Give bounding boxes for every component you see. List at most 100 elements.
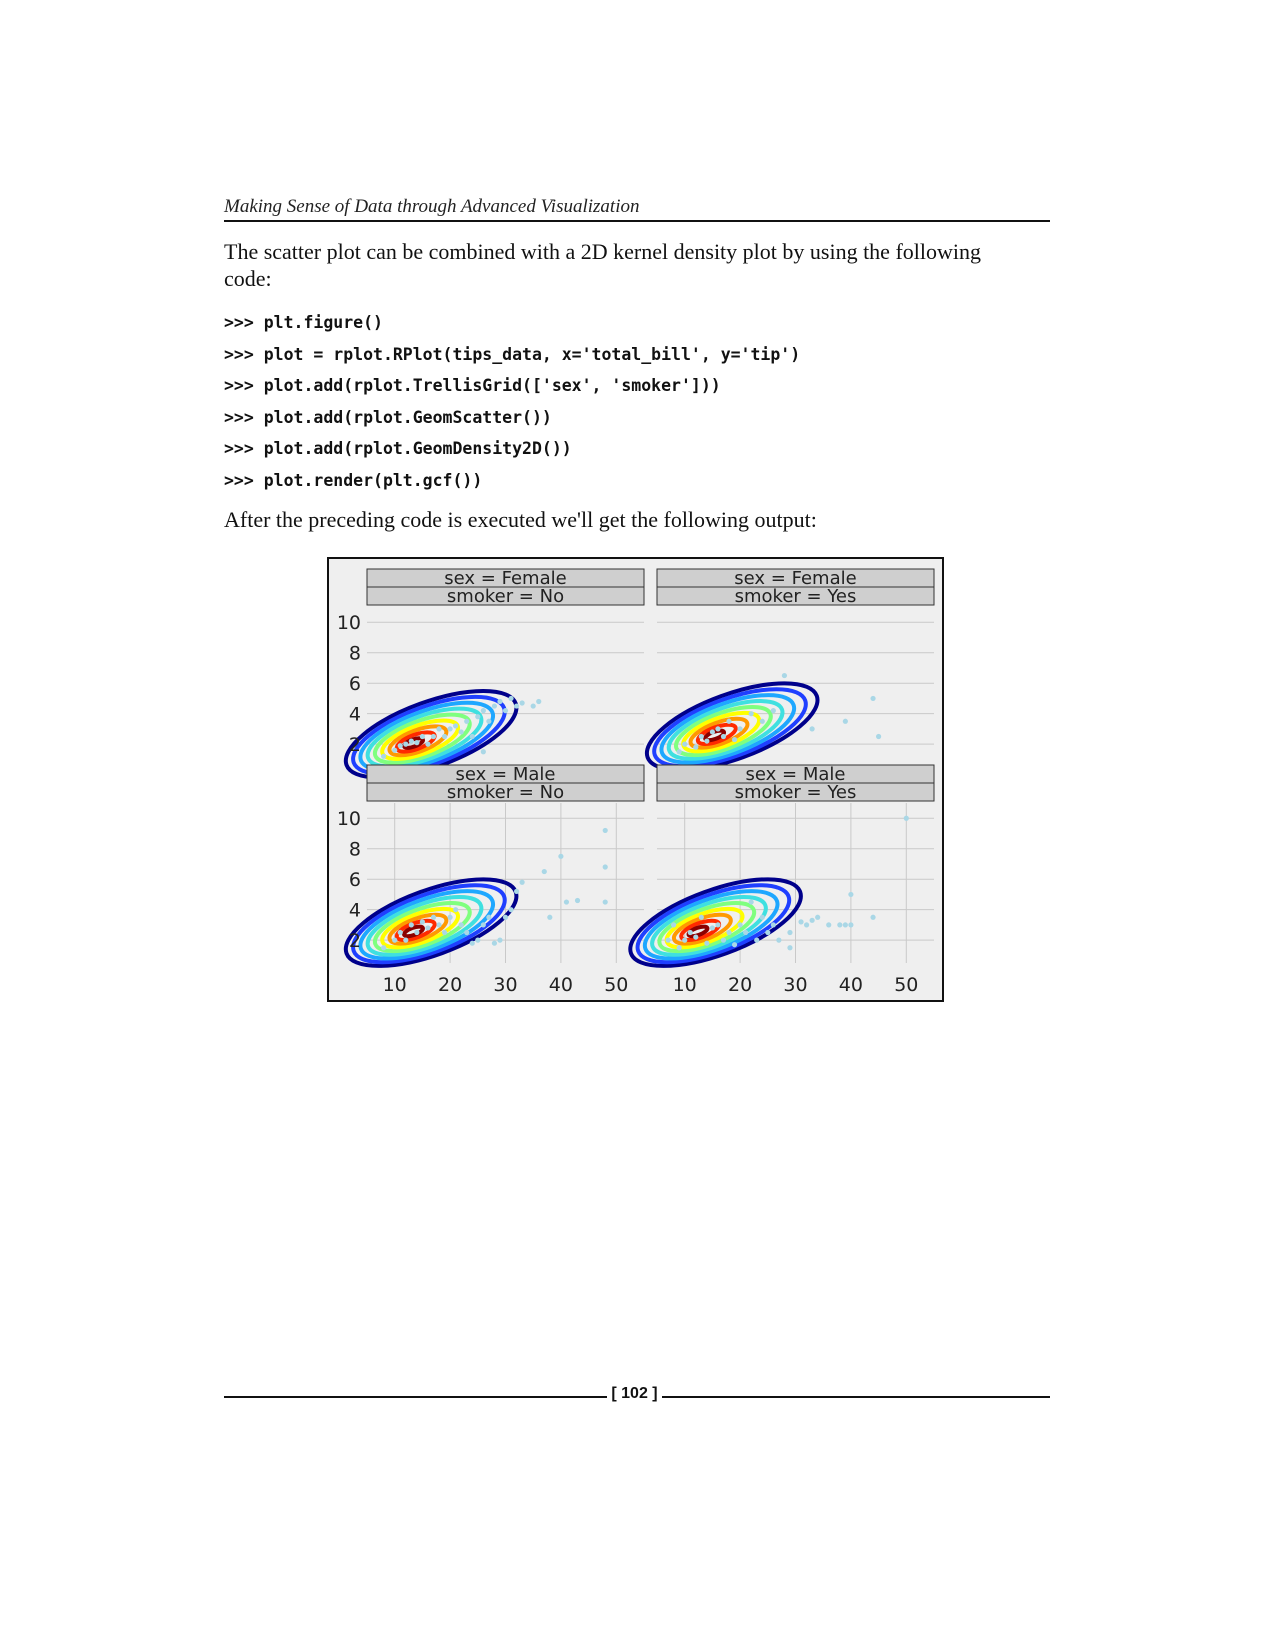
col-strip-label: smoker = Yes bbox=[735, 782, 857, 803]
col-strip bbox=[656, 586, 935, 606]
density-contour bbox=[686, 924, 710, 939]
scatter-point bbox=[513, 703, 520, 709]
x-tick-label: 40 bbox=[549, 974, 573, 996]
density-contour bbox=[671, 912, 733, 946]
scatter-point bbox=[436, 726, 442, 732]
scatter-point bbox=[486, 914, 492, 920]
scatter-point bbox=[425, 741, 431, 747]
scatter-point bbox=[508, 695, 514, 702]
scatter-point bbox=[787, 945, 793, 951]
scatter-point bbox=[430, 733, 437, 740]
scatter-point bbox=[519, 879, 525, 885]
density-contour bbox=[358, 889, 496, 961]
scatter-point bbox=[704, 738, 710, 744]
scatter-point bbox=[497, 937, 503, 943]
code-line: >>> plot.add(rplot.TrellisGrid(['sex', '… bbox=[224, 376, 721, 395]
scatter-point bbox=[602, 827, 608, 834]
scatter-point bbox=[430, 914, 437, 920]
scatter-point bbox=[759, 718, 765, 724]
scatter-point bbox=[798, 919, 804, 925]
x-tick-label: 20 bbox=[728, 974, 752, 996]
scatter-point bbox=[491, 703, 498, 709]
density-contour bbox=[674, 704, 773, 758]
scatter-point bbox=[408, 922, 414, 928]
scatter-point bbox=[720, 733, 727, 740]
scatter-point bbox=[458, 922, 464, 928]
scatter-point bbox=[530, 703, 536, 709]
scatter-point bbox=[419, 919, 425, 925]
scatter-point bbox=[870, 695, 876, 702]
intro-paragraph: The scatter plot can be combined with a … bbox=[224, 239, 981, 291]
scatter-point bbox=[698, 914, 704, 920]
scatter-point bbox=[502, 914, 509, 920]
x-tick-label: 20 bbox=[438, 974, 462, 996]
scatter-point bbox=[715, 922, 721, 928]
density-contour bbox=[365, 895, 484, 957]
scatter-point bbox=[602, 864, 608, 870]
scatter-point bbox=[547, 914, 553, 920]
density-contour bbox=[688, 716, 750, 750]
scatter-point bbox=[414, 740, 420, 746]
scatter-point bbox=[848, 922, 854, 928]
x-tick-label: 30 bbox=[783, 974, 807, 996]
density-contour bbox=[380, 906, 461, 950]
density-contour bbox=[372, 900, 472, 954]
panel-area bbox=[657, 607, 934, 767]
scatter-point bbox=[903, 815, 909, 821]
scatter-point bbox=[392, 747, 398, 753]
scatter-point bbox=[748, 711, 754, 717]
scatter-point bbox=[447, 726, 453, 732]
scatter-point bbox=[781, 672, 788, 679]
scatter-point bbox=[693, 934, 699, 940]
code-line: >>> plot = rplot.RPlot(tips_data, x='tot… bbox=[224, 344, 801, 364]
code-line: >>> plot.add(rplot.GeomScatter()) bbox=[224, 407, 552, 427]
scatter-point bbox=[475, 937, 481, 943]
x-tick-label: 30 bbox=[493, 974, 517, 996]
scatter-point bbox=[826, 922, 832, 928]
scatter-point bbox=[381, 945, 387, 951]
footer-rule bbox=[224, 1396, 607, 1398]
y-tick-label: 4 bbox=[349, 704, 361, 726]
scatter-point bbox=[770, 922, 776, 928]
code-line: >>> plt.figure() bbox=[224, 313, 383, 332]
row-strip-label: sex = Male bbox=[456, 764, 556, 785]
scatter-point bbox=[408, 738, 414, 744]
scatter-point bbox=[731, 736, 738, 743]
scatter-point bbox=[475, 714, 481, 720]
scatter-point bbox=[458, 729, 464, 735]
scatter-point bbox=[558, 853, 564, 859]
scatter-point bbox=[676, 945, 682, 951]
scatter-point bbox=[513, 888, 520, 894]
scatter-point bbox=[425, 925, 431, 931]
scatter-point bbox=[563, 899, 570, 905]
density-contour bbox=[695, 722, 738, 746]
density-contour bbox=[402, 924, 425, 939]
scatter-point bbox=[837, 922, 843, 928]
density-contour bbox=[351, 883, 507, 965]
scatter-point bbox=[574, 897, 581, 904]
x-tick-label: 50 bbox=[604, 974, 628, 996]
scatter-point bbox=[787, 929, 793, 936]
scatter-point bbox=[743, 929, 749, 936]
y-tick-label: 2 bbox=[349, 930, 361, 952]
scatter-point bbox=[870, 914, 876, 920]
scatter-point bbox=[776, 937, 782, 943]
y-tick-label: 10 bbox=[337, 612, 361, 634]
x-tick-label: 10 bbox=[383, 974, 407, 996]
scatter-point bbox=[397, 743, 403, 749]
scatter-point bbox=[536, 698, 542, 705]
footer-rule bbox=[662, 1396, 1050, 1398]
scatter-point bbox=[737, 726, 743, 732]
density-contour bbox=[659, 693, 797, 765]
scatter-point bbox=[419, 733, 425, 740]
scatter-point bbox=[693, 744, 699, 750]
scatter-point bbox=[453, 723, 459, 729]
col-strip-label: smoker = Yes bbox=[735, 586, 857, 607]
scatter-point bbox=[754, 937, 760, 943]
row-strip-label: sex = Female bbox=[444, 568, 566, 589]
density-contour bbox=[652, 687, 808, 769]
col-strip bbox=[656, 782, 935, 802]
